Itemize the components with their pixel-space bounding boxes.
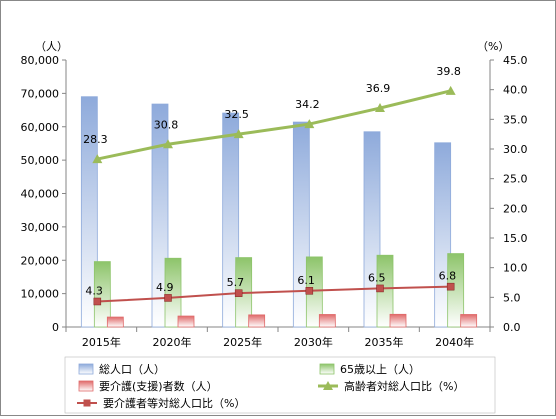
legend-marker-square (83, 399, 91, 407)
data-label: 32.5 (224, 108, 249, 121)
y-right-tick-label: 15.0 (503, 232, 528, 245)
bar-1 (222, 112, 240, 328)
y-left-tick-label: 30,000 (21, 221, 60, 234)
line-marker-triangle (233, 129, 244, 139)
legend-swatch (319, 363, 335, 375)
line-1 (97, 89, 452, 161)
legend-swatch (78, 363, 94, 375)
data-label: 4.9 (156, 281, 174, 294)
y-right-tick-label: 25.0 (503, 173, 528, 186)
data-label: 4.3 (85, 284, 103, 297)
x-tick-label: 2020年 (153, 335, 192, 349)
line-marker-square (234, 289, 243, 297)
y-left-tick-label: 70,000 (21, 87, 60, 100)
y-right-tick-label: 40.0 (503, 84, 528, 97)
y-left-tick-label: 60,000 (21, 121, 60, 134)
y-right-tick-label: 45.0 (503, 54, 528, 67)
line-marker-triangle (445, 85, 456, 95)
bar-1 (151, 103, 169, 328)
legend-box (64, 356, 496, 414)
y-right-tick-label: 20.0 (503, 202, 528, 215)
bar-1 (363, 131, 381, 328)
data-label: 6.5 (368, 271, 386, 284)
data-label: 39.8 (436, 65, 461, 78)
line-2 (97, 285, 451, 303)
y-left-tick-label: 0 (52, 321, 59, 334)
y-right-unit: （%） (477, 40, 509, 53)
bar-1 (434, 142, 452, 328)
y-left-tick-label: 80,000 (21, 54, 60, 67)
y-right-tick-label: 30.0 (503, 143, 528, 156)
line-marker-square (376, 284, 384, 293)
x-tick-label: 2040年 (435, 335, 474, 349)
legend-label: 要介護者等対総人口比（%） (103, 396, 245, 410)
legend-label: 65歳以上（人） (340, 363, 420, 376)
line-marker-triangle (163, 139, 173, 149)
legend-label: 総人口（人） (99, 362, 165, 376)
data-label: 6.8 (439, 270, 457, 283)
bar-1 (292, 121, 310, 328)
data-label: 28.3 (83, 133, 108, 146)
y-left-tick-label: 50,000 (21, 154, 60, 167)
bar-1 (80, 96, 98, 328)
y-left-unit: （人） (35, 40, 68, 53)
x-tick-label: 2025年 (223, 335, 262, 349)
data-label: 34.2 (295, 98, 320, 111)
line-marker-square (446, 282, 455, 291)
y-right-tick-label: 10.0 (503, 262, 528, 275)
legend-label: 要介護(支援)者数（人） (99, 379, 218, 393)
line-marker-square (93, 297, 102, 306)
bar-3 (318, 314, 336, 328)
bar-3 (106, 316, 124, 328)
line-marker-triangle (304, 119, 315, 129)
bar-3 (248, 314, 266, 328)
y-left-tick-label: 10,000 (21, 288, 60, 301)
line-marker-triangle (92, 154, 103, 164)
legend-label: 高齢者対総人口比（%） (344, 379, 464, 393)
x-tick-label: 2035年 (365, 335, 404, 349)
data-label: 36.9 (366, 82, 391, 95)
bar-3 (177, 315, 195, 328)
y-right-tick-label: 0.0 (503, 321, 521, 334)
x-tick-label: 2030年 (294, 335, 333, 349)
legend-marker-triangle (323, 381, 333, 390)
legend-swatch (78, 380, 94, 392)
y-left-tick-label: 40,000 (21, 188, 60, 201)
data-label: 30.8 (154, 118, 179, 131)
line-marker-square (164, 294, 172, 302)
bar-2 (93, 261, 111, 328)
bar-2 (164, 257, 182, 328)
line-marker-square (305, 287, 314, 295)
y-right-tick-label: 5.0 (503, 291, 521, 304)
x-tick-label: 2015年 (82, 335, 121, 349)
line-marker-triangle (375, 103, 385, 113)
y-right-tick-label: 35.0 (503, 113, 528, 126)
data-label: 5.7 (227, 276, 245, 289)
bar-3 (389, 313, 407, 328)
data-label: 6.1 (297, 274, 315, 287)
y-left-tick-label: 20,000 (21, 254, 60, 267)
bar-3 (460, 314, 478, 328)
